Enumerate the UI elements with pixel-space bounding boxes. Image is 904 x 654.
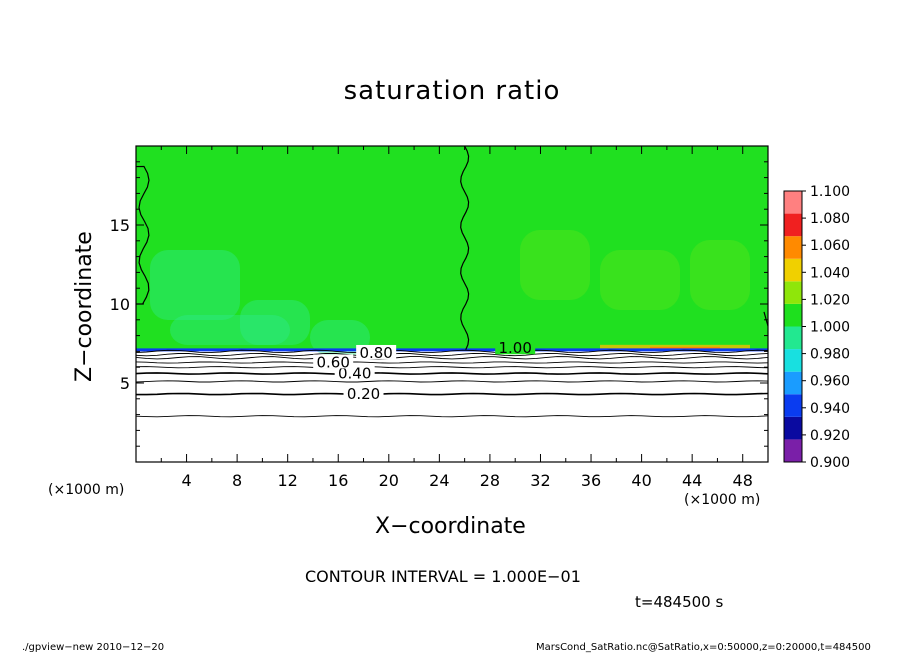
x-axis-ticks: 4 8 12 16 20 24 28 32 36 40 44 48 (160, 146, 753, 490)
field-saturated-region (136, 146, 768, 350)
colorbar-label: 1.040 (810, 265, 850, 281)
contour-line (135, 366, 769, 369)
colorbar-swatch (784, 281, 802, 304)
colorbar-swatch (784, 439, 802, 462)
contour-1-boundary-mid (460, 145, 470, 351)
colorbar-label: 1.100 (810, 184, 850, 200)
colorbar-swatch (784, 258, 802, 282)
field-patch-0 (150, 250, 240, 320)
contour-line (135, 380, 769, 383)
colorbar-label: 0.960 (810, 374, 850, 390)
contour-interval-text: CONTOUR INTERVAL = 1.000E−01 (305, 567, 581, 586)
colorbar-label: 0.920 (810, 428, 850, 444)
contour-1-boundary-left (135, 165, 150, 305)
field-patch-3 (170, 315, 290, 345)
colorbar-swatch (784, 191, 802, 214)
x-tick-label: 44 (682, 471, 702, 490)
contour-label: 0.40 (338, 365, 371, 383)
colorbar-label: 0.980 (810, 347, 850, 363)
time-stamp: t=484500 s (635, 593, 724, 611)
x-tick-label: 32 (530, 471, 550, 490)
y-tick-label: 10 (110, 295, 130, 314)
field-patch-right-2 (690, 240, 750, 310)
y-tick-label: 5 (120, 374, 130, 393)
x-tick-label: 28 (480, 471, 500, 490)
field-patch-right-0 (520, 230, 590, 300)
contour-label-bg (495, 340, 536, 355)
contour-labels: 0.20 0.400.60 0.80 1.00 (313, 339, 536, 403)
colorbar-swatch (784, 416, 802, 440)
contour-label: 0.60 (316, 353, 349, 371)
x-tick-label: 48 (733, 471, 753, 490)
contour-label-bg (343, 386, 384, 401)
colorbar-label: 1.000 (810, 320, 850, 336)
y-axis-label: Z−coordinate (72, 231, 97, 382)
y-tick-label: 15 (110, 216, 130, 235)
x-tick-label: 8 (232, 471, 242, 490)
contour-label-bg (313, 354, 354, 369)
contour-label-bg (334, 365, 375, 380)
contour-1-boundary-right (763, 311, 769, 327)
colorbar-label: 1.020 (810, 292, 850, 308)
field-patch-right-1 (600, 250, 680, 310)
x-tick-label: 36 (581, 471, 601, 490)
contour-label: 0.20 (347, 385, 380, 403)
x-unit-label-left: (×1000 m) (48, 482, 125, 498)
contour-label: 1.00 (498, 339, 531, 357)
contour-line (135, 361, 769, 364)
colorbar-label: 1.060 (810, 238, 850, 254)
chart-title: saturation ratio (343, 76, 561, 106)
x-tick-label: 24 (429, 471, 449, 490)
colorbar-swatch (784, 303, 802, 327)
contour-line (135, 415, 769, 418)
contour-lines (135, 145, 769, 418)
footer-source: MarsCond_SatRatio.nc@SatRatio,x=0:50000,… (536, 642, 871, 653)
colorbar: 0.900 0.920 0.940 0.960 0.980 1.000 1.020 1.040… (783, 184, 850, 471)
contour-line (136, 392, 769, 396)
x-tick-label: 40 (631, 471, 651, 490)
field-patch-1 (240, 300, 310, 345)
field-patch-2 (310, 320, 370, 355)
x-tick-label: 12 (278, 471, 298, 490)
colorbar-label: 0.900 (810, 455, 850, 471)
colorbar-swatch (784, 349, 802, 372)
colorbar-swatch (784, 394, 802, 417)
contour-line (135, 356, 769, 360)
colorbar-swatch (784, 236, 802, 259)
colorbar-swatch (784, 326, 802, 350)
contour-label: 0.80 (359, 344, 392, 362)
contour-label-bg (356, 344, 397, 359)
colorbar-label: 1.080 (810, 211, 850, 227)
contour-line (135, 349, 769, 354)
contour-line (135, 352, 769, 357)
colorbar-swatch (784, 371, 802, 395)
x-tick-label: 20 (379, 471, 399, 490)
y-axis-ticks: 5 10 15 (110, 161, 768, 447)
x-tick-label: 4 (181, 471, 191, 490)
colorbar-swatch (784, 213, 802, 237)
x-unit-label-right: (×1000 m) (684, 492, 761, 508)
x-axis-label: X−coordinate (375, 514, 526, 539)
colorbar-label: 0.940 (810, 401, 850, 417)
footer-program: ./gpview−new 2010−12−20 (22, 642, 165, 653)
saturation-field (136, 146, 768, 462)
x-tick-label: 16 (328, 471, 348, 490)
contour-line (135, 372, 769, 375)
